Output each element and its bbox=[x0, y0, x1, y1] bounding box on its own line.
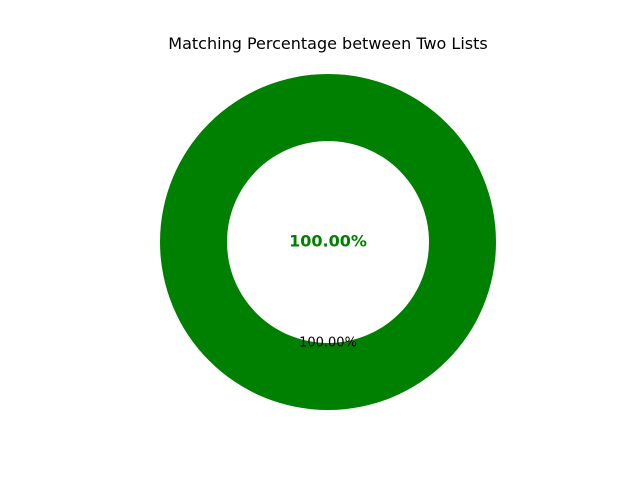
donut-slice-0 bbox=[160, 74, 496, 410]
chart-title: Matching Percentage between Two Lists bbox=[168, 34, 487, 53]
center-percentage-label: 100.00% bbox=[289, 232, 367, 251]
donut-slices: 100.00% bbox=[160, 74, 496, 410]
slice-label-0: 100.00% bbox=[299, 335, 357, 350]
